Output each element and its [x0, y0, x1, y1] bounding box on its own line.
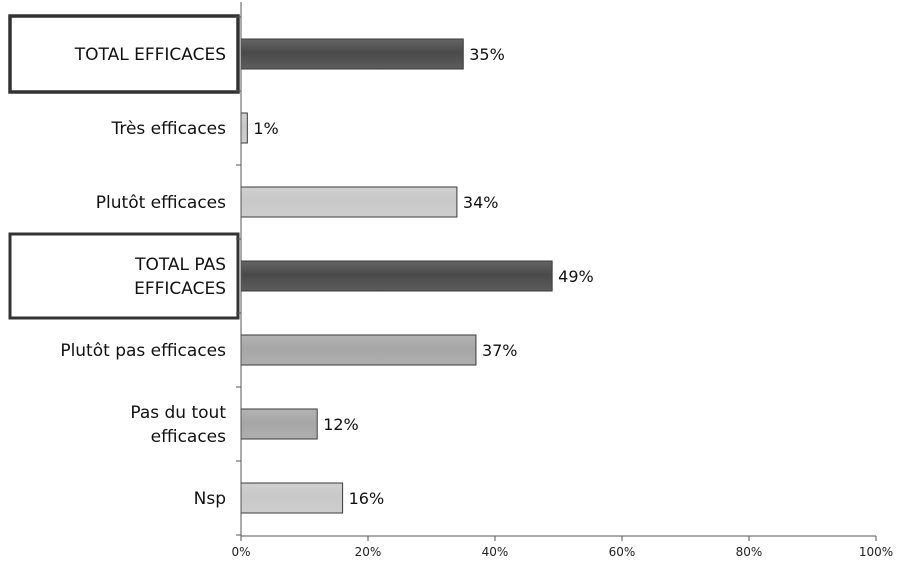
- category-highlight-boxes: [8, 14, 240, 320]
- bar-5: [240, 334, 477, 366]
- x-tick-label: 20%: [355, 545, 382, 559]
- bar-1: [240, 38, 464, 70]
- bar-3: [240, 186, 458, 218]
- bar-6: [240, 408, 318, 440]
- category-label-line: TOTAL PAS: [134, 255, 226, 275]
- category-label-line: EFFICACES: [134, 279, 226, 299]
- category-label-line: TOTAL EFFICACES: [74, 45, 226, 65]
- value-label: 12%: [323, 415, 359, 434]
- category-highlight-box: [8, 14, 240, 94]
- value-label: 35%: [469, 45, 505, 64]
- bar-7: [240, 482, 344, 514]
- bar-2: [240, 112, 248, 144]
- category-label-line: Plutôt pas efficaces: [60, 341, 226, 361]
- x-tick-label: 100%: [859, 545, 893, 559]
- category-label-line: efficaces: [151, 427, 226, 447]
- category-label-line: Nsp: [194, 489, 226, 509]
- category-label-line: Très efficaces: [110, 119, 226, 139]
- category-label: Plutôt efficaces: [96, 193, 226, 213]
- value-label: 34%: [463, 193, 499, 212]
- x-tick-label: 80%: [736, 545, 763, 559]
- category-label: Pas du tout efficaces: [130, 403, 226, 447]
- value-labels: 35% 1% 34% 49% 37% 12% 16%: [253, 45, 593, 508]
- category-highlight-box: [8, 232, 240, 320]
- category-label-line: Plutôt efficaces: [96, 193, 226, 213]
- x-tick-label: 60%: [609, 545, 636, 559]
- x-tick-label: 0%: [231, 545, 250, 559]
- category-label: TOTAL PAS EFFICACES: [134, 255, 226, 299]
- category-label: Très efficaces: [110, 119, 226, 139]
- bar-4: [240, 260, 553, 292]
- x-axis-ticks: 0% 20% 40% 60% 80% 100%: [231, 536, 893, 559]
- category-label-line: Pas du tout: [130, 403, 226, 423]
- category-label: Plutôt pas efficaces: [60, 341, 226, 361]
- value-label: 49%: [558, 267, 594, 286]
- category-label: Nsp: [194, 489, 226, 509]
- value-label: 1%: [253, 119, 278, 138]
- axes: [236, 2, 876, 537]
- value-label: 37%: [482, 341, 518, 360]
- bars: [240, 38, 553, 514]
- category-label: TOTAL EFFICACES: [74, 45, 226, 65]
- value-label: 16%: [349, 489, 385, 508]
- category-labels: TOTAL EFFICACES Très efficaces Plutôt effi…: [60, 45, 226, 509]
- x-tick-label: 40%: [482, 545, 509, 559]
